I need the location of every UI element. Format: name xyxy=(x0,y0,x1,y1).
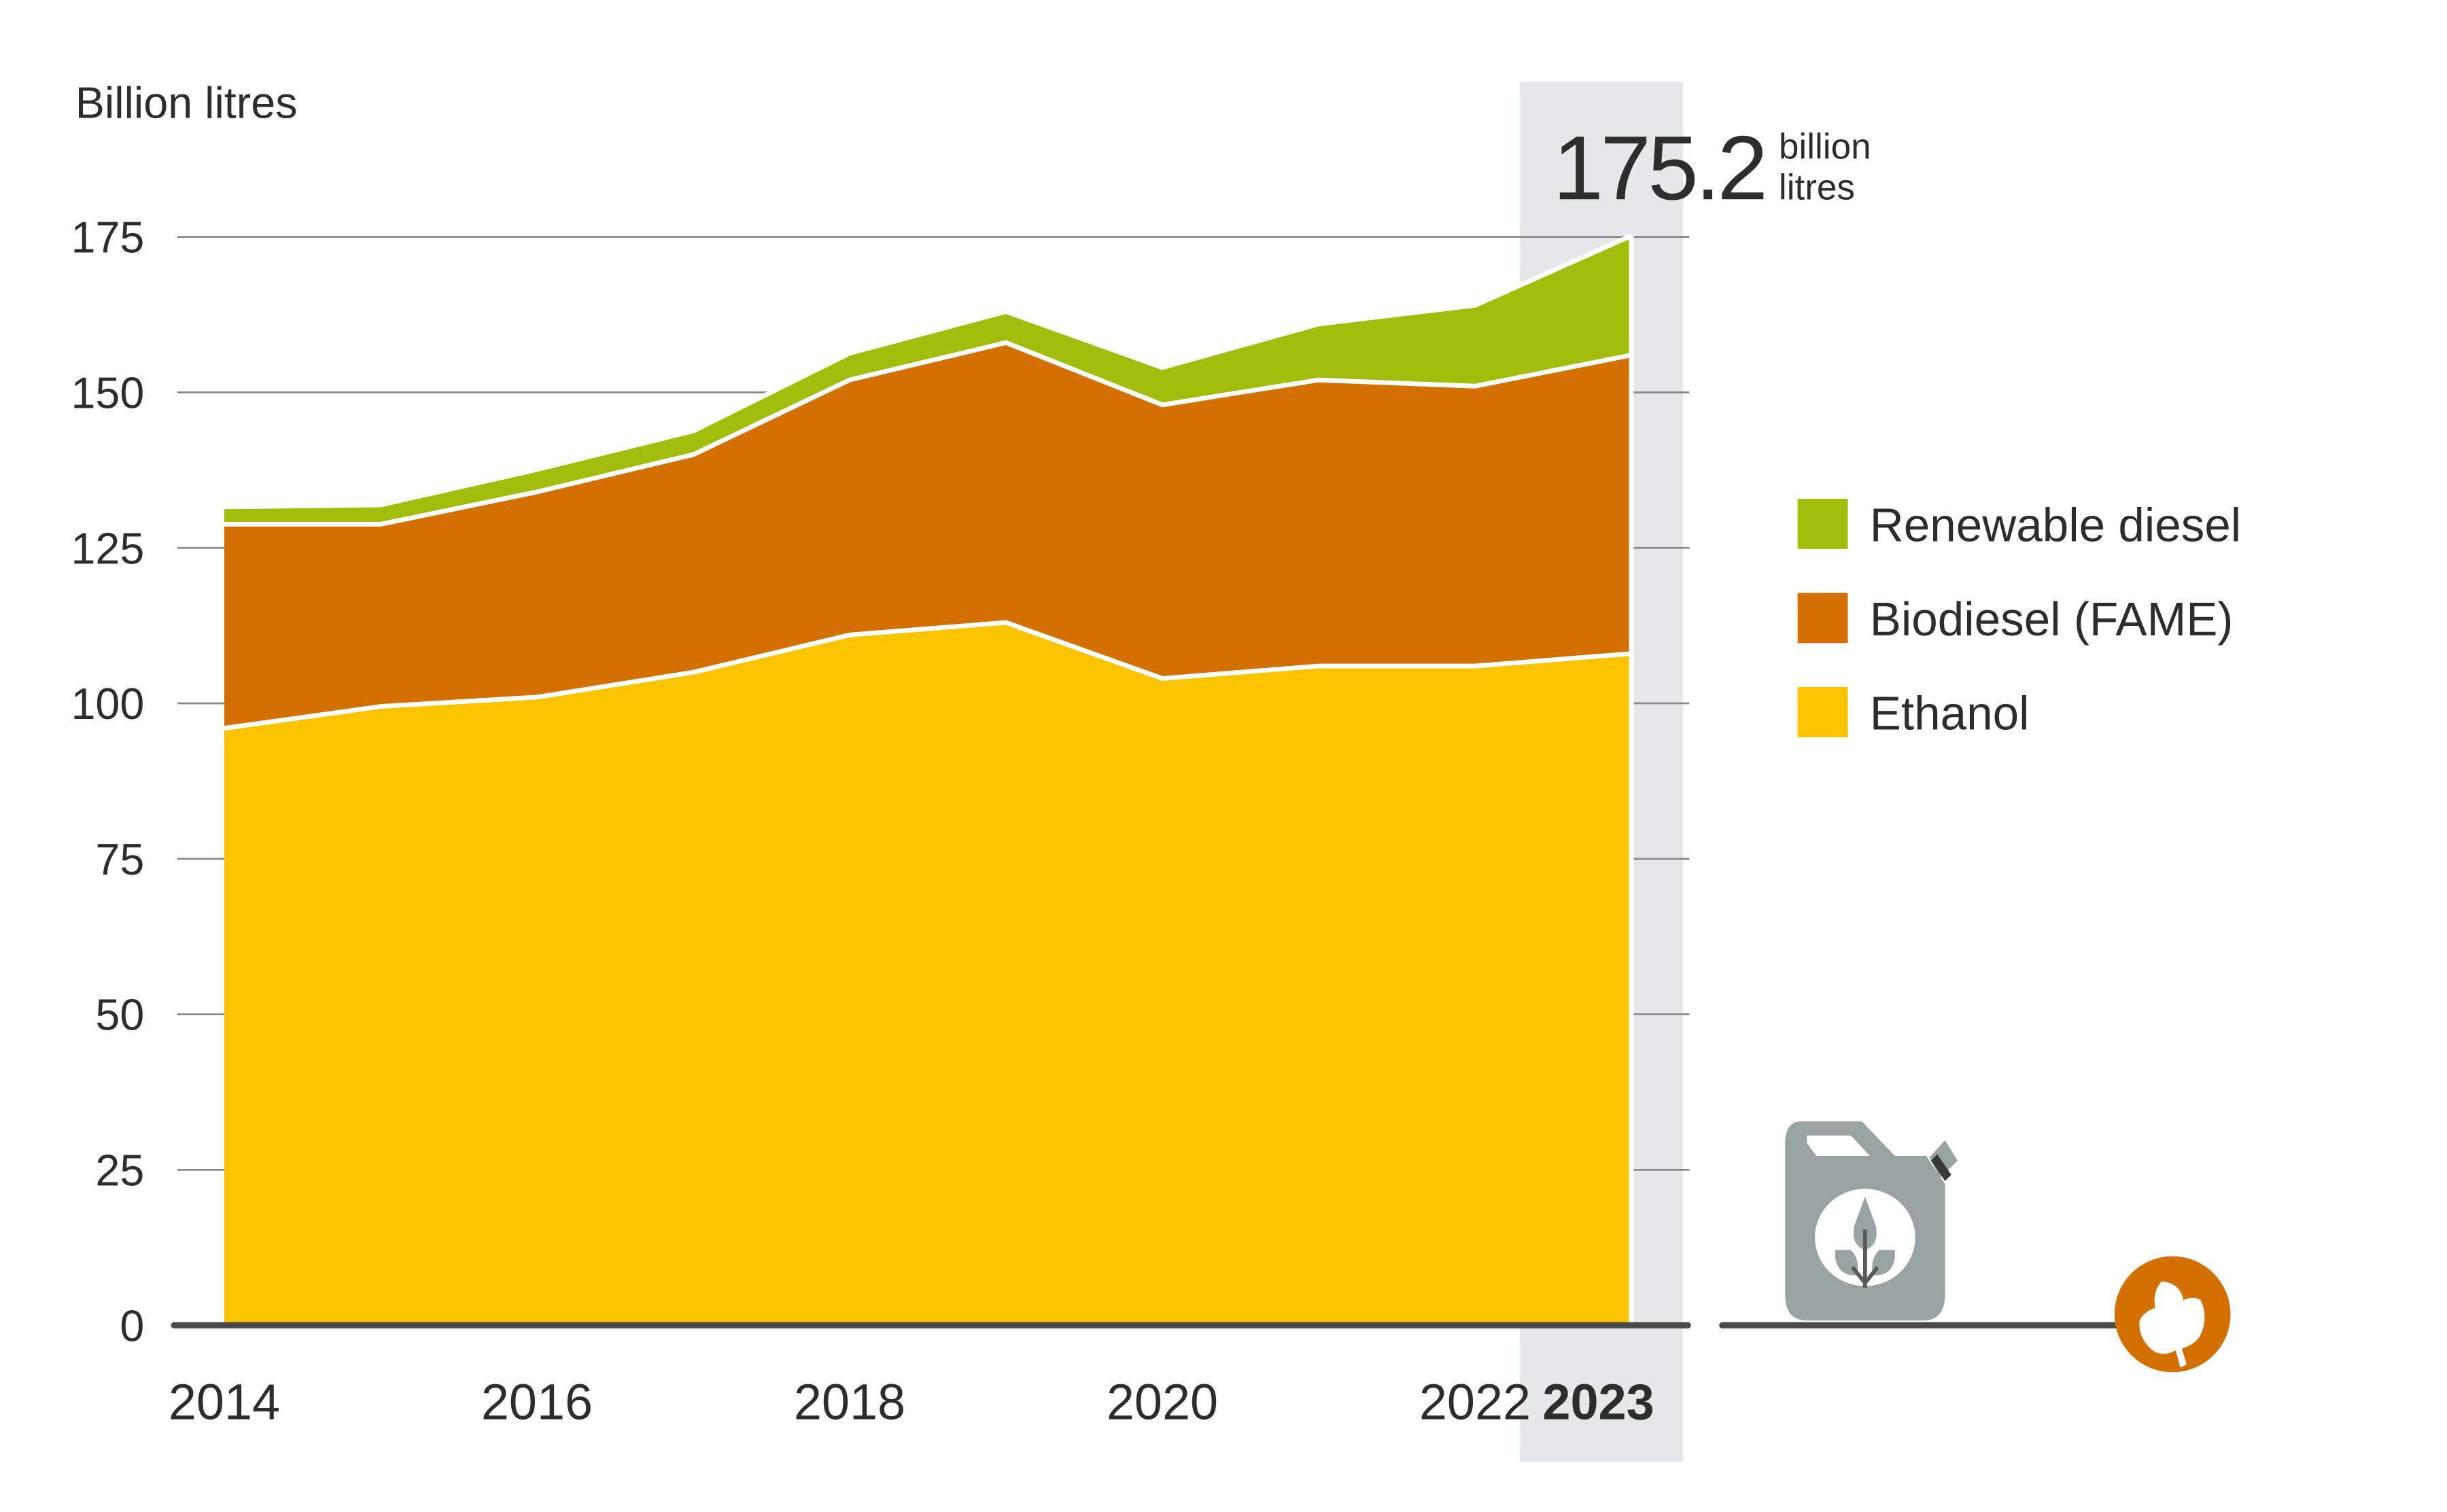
legend-swatch xyxy=(1797,593,1848,644)
x-tick-label: 2016 xyxy=(481,1374,593,1430)
legend-swatch xyxy=(1797,686,1848,737)
leaf-circle-icon xyxy=(2114,1256,2231,1373)
legend-swatch xyxy=(1797,499,1848,549)
x-tick-label: 2014 xyxy=(169,1374,280,1430)
area-ethanol xyxy=(224,622,1631,1326)
total-annotation-unit-2: litres xyxy=(1779,167,1855,207)
y-axis-label: Billion litres xyxy=(75,78,298,127)
area-biodiesel-fame xyxy=(224,342,1631,728)
y-tick-label: 50 xyxy=(95,991,144,1040)
biofuel-jerrycan-icon xyxy=(1785,1121,1958,1321)
y-tick-label: 100 xyxy=(71,680,144,728)
x-tick-label: 2020 xyxy=(1107,1374,1218,1430)
total-annotation-value: 175.2 xyxy=(1553,118,1765,219)
y-tick-label: 25 xyxy=(95,1146,144,1195)
y-tick-label: 125 xyxy=(71,524,144,573)
x-tick-label-highlight: 2023 xyxy=(1542,1374,1654,1430)
legend-label: Ethanol xyxy=(1870,686,2030,739)
series-boundary-line xyxy=(224,620,1632,731)
y-tick-label: 0 xyxy=(120,1301,144,1350)
y-tick-label: 175 xyxy=(71,213,144,262)
legend-label: Biodiesel (FAME) xyxy=(1870,593,2234,646)
legend: Renewable diesel Biodiesel (FAME) Ethanol xyxy=(1797,498,2241,739)
x-tick-label: 2022 xyxy=(1419,1374,1531,1430)
total-annotation-unit-1: billion xyxy=(1779,126,1871,166)
y-tick-label: 75 xyxy=(95,835,144,884)
series-boundary-line xyxy=(224,233,1633,510)
y-tick-label: 150 xyxy=(71,369,144,418)
series-boundary-line xyxy=(224,340,1632,527)
legend-label: Renewable diesel xyxy=(1870,498,2241,551)
x-tick-label: 2018 xyxy=(794,1374,905,1430)
